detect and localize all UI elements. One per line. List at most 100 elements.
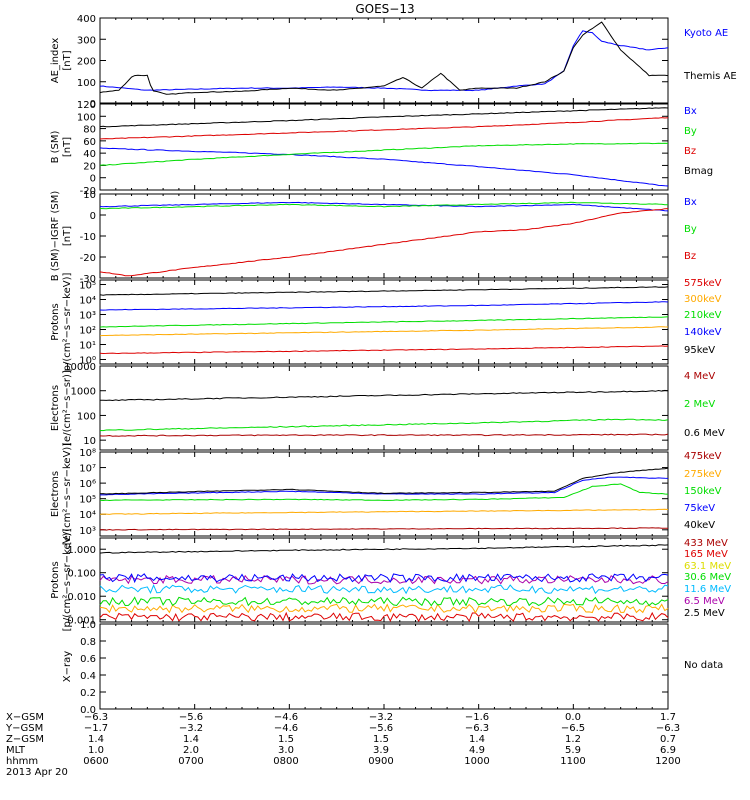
y-axis-label: [nT] <box>62 50 73 70</box>
series-line-150kev <box>99 483 669 502</box>
no-data-label: No data <box>684 660 723 671</box>
orbit-cell: 5.9 <box>565 745 581 756</box>
panel-bigrf: -30 -20 -10 0 10 B (SM)−IGRF (SM) [nT] Bx By Bz <box>50 190 697 285</box>
orbit-cell: 1.4 <box>183 734 199 745</box>
legend-entry: Bz <box>684 251 696 262</box>
y-tick-label: 1.000 <box>67 545 96 556</box>
series-line-40kev <box>99 467 669 495</box>
orbit-cell: 1.7 <box>660 712 676 723</box>
orbit-cell: −6.3 <box>83 712 109 723</box>
series-line-kyoto-ae <box>99 30 669 92</box>
y-axis-label: [e/(cm²−s−sr)] <box>62 370 73 446</box>
y-tick-label: 120 <box>77 100 96 111</box>
orbit-cell: 1100 <box>560 756 586 767</box>
y-tick-label: 200 <box>77 57 96 68</box>
series-line-2-5-mev <box>99 573 669 584</box>
y-axis-label: Electrons <box>50 471 61 517</box>
legend-entry: 4 MeV <box>684 371 715 382</box>
y-axis-label: B (SM) <box>50 130 61 163</box>
legend-entry: 63.1 MeV <box>684 561 731 572</box>
y-tick-label: 0 <box>90 174 96 185</box>
orbit-row-label: hhmm <box>6 756 39 767</box>
orbit-row: hhmm 0600 0700 0800 0900 1000 1100 1200 <box>0 756 750 767</box>
legend-entry: Bx <box>684 197 697 208</box>
orbit-cell: 2.0 <box>183 745 199 756</box>
date-label: 2013 Apr 20 <box>6 767 68 778</box>
legend-entry: Bmag <box>684 166 713 177</box>
legend-entry: 300keV <box>684 294 722 305</box>
orbit-cell: 1.5 <box>278 734 294 745</box>
panel-frame <box>99 365 669 451</box>
y-tick-label: 10² <box>79 325 96 336</box>
y-tick-label: 0.001 <box>67 616 96 627</box>
legend-entry: 0.6 MeV <box>684 428 725 439</box>
orbit-cell: 0900 <box>368 756 394 767</box>
y-tick-label: 0.0 <box>80 705 96 716</box>
series-line-433-mev <box>99 544 669 554</box>
orbit-cell: 0.7 <box>660 734 676 745</box>
series-line-95kev <box>99 286 669 296</box>
legend-entry: 2.5 MeV <box>684 608 725 619</box>
y-tick-label: 10⁵ <box>79 495 96 506</box>
y-axis-label: [nT] <box>62 137 73 157</box>
y-tick-label: 100 <box>77 411 96 422</box>
legend-entry: 40keV <box>684 520 715 531</box>
panel-ae: 0 100 200 300 400 AE_index [nT] Kyoto AE Themis … <box>50 14 737 110</box>
y-tick-label: 10 <box>83 190 96 201</box>
series-line-11-6-mev <box>99 584 669 595</box>
panel-xray: 0.0 0.2 0.4 0.6 0.8 1.0 X−ray No data <box>62 620 723 716</box>
panel-frame <box>99 623 669 710</box>
y-tick-label: 10⁶ <box>79 479 96 490</box>
orbit-cell: 1.4 <box>88 734 104 745</box>
series-line-300kev <box>99 326 669 337</box>
legend-entry: 210keV <box>684 310 722 321</box>
y-axis-label: p/(cm²−s−sr−keV)] <box>62 273 73 372</box>
orbit-row-label: Y−GSM <box>6 723 44 734</box>
orbit-row: X−GSM −6.3 −5.6 −4.6 −3.2 −1.6 0.0 1.7 <box>0 712 750 723</box>
y-tick-label: 10¹ <box>79 340 96 351</box>
orbit-row: Z−GSM 1.4 1.4 1.5 1.5 1.4 1.2 0.7 <box>0 734 750 745</box>
orbit-cell: −6.3 <box>464 723 490 734</box>
y-tick-label: -20 <box>80 253 96 264</box>
legend-entry: 150keV <box>684 486 722 497</box>
series-line-by <box>99 142 669 166</box>
legend-entry: 140keV <box>684 327 722 338</box>
y-tick-label: 1000 <box>71 387 96 398</box>
orbit-cell: 0800 <box>273 756 299 767</box>
legend-entry: 95keV <box>684 345 715 356</box>
y-tick-label: -20 <box>80 186 96 197</box>
orbit-ephemeris-table: X−GSM −6.3 −5.6 −4.6 −3.2 −1.6 0.0 1.7 Y−GSM −1.7… <box>0 712 750 800</box>
orbit-row-label: X−GSM <box>6 712 44 723</box>
y-tick-label: -30 <box>80 274 96 285</box>
series-line-275kev <box>99 508 669 515</box>
orbit-cell: −1.6 <box>464 712 490 723</box>
series-line-6-5-mev <box>99 574 669 585</box>
orbit-cell: 1.2 <box>565 734 581 745</box>
y-tick-label: 10³ <box>79 311 96 322</box>
y-axis-label: [e/(cm²−s−sr−keV)] <box>62 443 73 546</box>
series-line-30-6-mev <box>99 596 669 607</box>
series-line-bz <box>99 208 669 277</box>
series-line-2-mev <box>99 418 669 432</box>
legend-entry: 433 MeV <box>684 538 728 549</box>
y-tick-label: 0.100 <box>67 569 96 580</box>
y-tick-label: 20 <box>83 161 96 172</box>
legend-entry: Kyoto AE <box>684 28 728 39</box>
y-tick-label: 10⁷ <box>79 464 96 475</box>
y-tick-label: 10⁰ <box>79 355 96 366</box>
legend-entry: 30.6 MeV <box>684 572 731 583</box>
y-axis-label: [nT] <box>62 226 73 246</box>
series-line-4-mev <box>99 433 669 437</box>
orbit-cell: −3.2 <box>178 723 204 734</box>
y-tick-label: 40 <box>83 149 96 160</box>
series-line-bx <box>99 147 669 187</box>
legend-entry: 6.5 MeV <box>684 596 725 607</box>
orbit-cell: −5.6 <box>368 723 394 734</box>
orbit-cell: −4.6 <box>273 723 299 734</box>
y-axis-label: Protons <box>50 561 61 598</box>
series-line-165-mev <box>99 611 669 623</box>
orbit-cell: −6.3 <box>655 723 681 734</box>
